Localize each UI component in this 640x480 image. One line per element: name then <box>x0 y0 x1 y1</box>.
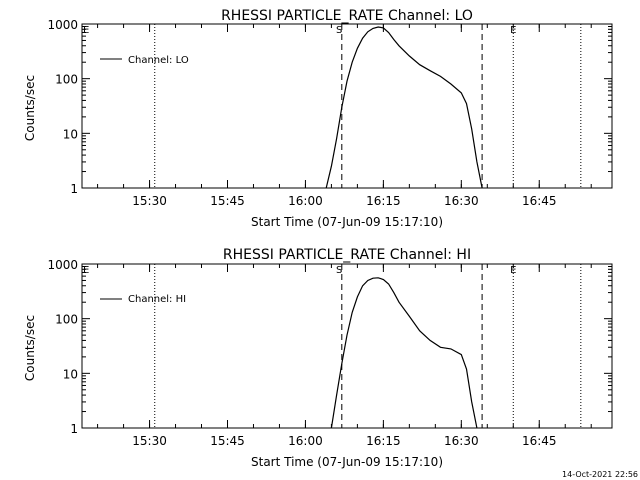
x-axis-label: Start Time (07-Jun-09 15:17:10) <box>251 455 443 469</box>
y-axis-label: Counts/sec <box>23 315 37 381</box>
marker-s: S <box>336 25 342 36</box>
x-tick-label: 16:00 <box>288 434 323 448</box>
x-tick-label: 16:15 <box>366 194 401 208</box>
y-tick-label: 10 <box>63 367 78 381</box>
marker-s: S <box>336 265 342 276</box>
chart-panel-lo: RHESSI PARTICLE_RATE Channel: LO Counts/… <box>23 8 613 229</box>
plot-frame <box>81 23 613 189</box>
y-tick-label: 1000 <box>47 258 78 272</box>
y-tick-label: 100 <box>55 73 78 87</box>
x-tick-label: 16:00 <box>288 194 323 208</box>
y-tick-label: 1 <box>70 182 78 196</box>
series-line <box>325 26 483 189</box>
series-line <box>330 277 478 429</box>
chart-title: RHESSI PARTICLE_RATE Channel: HI <box>223 247 471 263</box>
legend-label: Channel: HI <box>128 294 186 305</box>
y-tick-label: 1 <box>70 422 78 436</box>
chart-title: RHESSI PARTICLE_RATE Channel: LO <box>221 8 473 24</box>
chart-panel-hi: RHESSI PARTICLE_RATE Channel: HI Counts/… <box>23 247 613 469</box>
x-tick-label: 15:30 <box>132 434 167 448</box>
x-axis-label: Start Time (07-Jun-09 15:17:10) <box>251 215 443 229</box>
timestamp-stamp: 14-Oct-2021 22:56 <box>562 470 638 479</box>
plot-frame <box>81 263 613 429</box>
legend-label: Channel: LO <box>128 55 189 66</box>
x-tick-label: 15:30 <box>132 194 167 208</box>
x-tick-label: 16:30 <box>444 434 479 448</box>
x-tick-label: 16:30 <box>444 194 479 208</box>
x-tick-label: 16:15 <box>366 434 401 448</box>
x-tick-label: 15:45 <box>210 194 245 208</box>
marker-corner: E <box>83 265 89 276</box>
marker-e: E <box>510 265 516 276</box>
x-tick-label: 16:45 <box>522 434 557 448</box>
x-tick-label: 15:45 <box>210 434 245 448</box>
y-tick-label: 10 <box>63 127 78 141</box>
marker-e: E <box>510 25 516 36</box>
y-tick-label: 1000 <box>47 18 78 32</box>
marker-corner: E <box>83 25 89 36</box>
y-tick-label: 100 <box>55 313 78 327</box>
x-tick-label: 16:45 <box>522 194 557 208</box>
y-axis-label: Counts/sec <box>23 75 37 141</box>
